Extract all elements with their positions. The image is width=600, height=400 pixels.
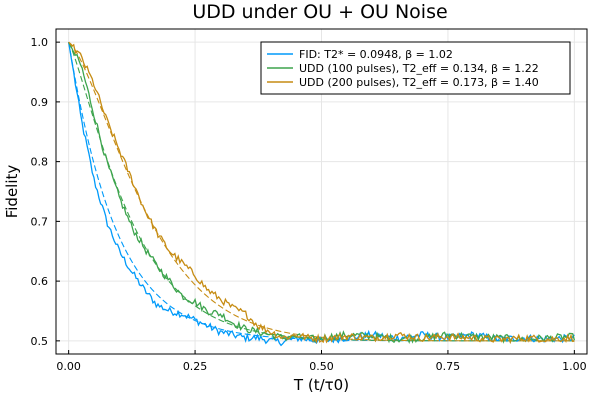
legend-entry: UDD (200 pulses), T2_eff = 0.173, β = 1.… <box>299 76 539 89</box>
plot-frame <box>55 28 588 355</box>
series-layer <box>67 41 575 347</box>
x-tick-label: 0.50 <box>309 360 334 373</box>
x-tick-label: 0.25 <box>183 360 208 373</box>
y-tick-label: 0.6 <box>31 275 49 288</box>
chart-title: UDD under OU + OU Noise <box>192 1 447 23</box>
series-line <box>68 41 575 344</box>
legend-box <box>260 41 571 95</box>
y-tick-label: 0.9 <box>31 96 49 109</box>
y-axis-label: Fidelity <box>3 165 21 219</box>
x-axis-label: T (t/τ0) <box>293 376 349 394</box>
legend-entry: FID: T2* = 0.0948, β = 1.02 <box>299 48 453 61</box>
y-tick-label: 0.8 <box>31 156 49 169</box>
tick-labels: 0.00 0.25 0.50 0.75 1.00 0.5 0.6 0.7 0.8 0.9 1.0 <box>31 36 587 373</box>
x-tick-label: 1.00 <box>562 360 587 373</box>
x-tick-label: 0.75 <box>436 360 461 373</box>
y-tick-label: 0.5 <box>31 335 49 348</box>
legend-entry: UDD (100 pulses), T2_eff = 0.134, β = 1.… <box>299 62 539 75</box>
y-tick-label: 1.0 <box>31 36 49 49</box>
series-line <box>68 41 575 345</box>
x-tick-label: 0.00 <box>56 360 81 373</box>
y-tick-label: 0.7 <box>31 215 49 228</box>
